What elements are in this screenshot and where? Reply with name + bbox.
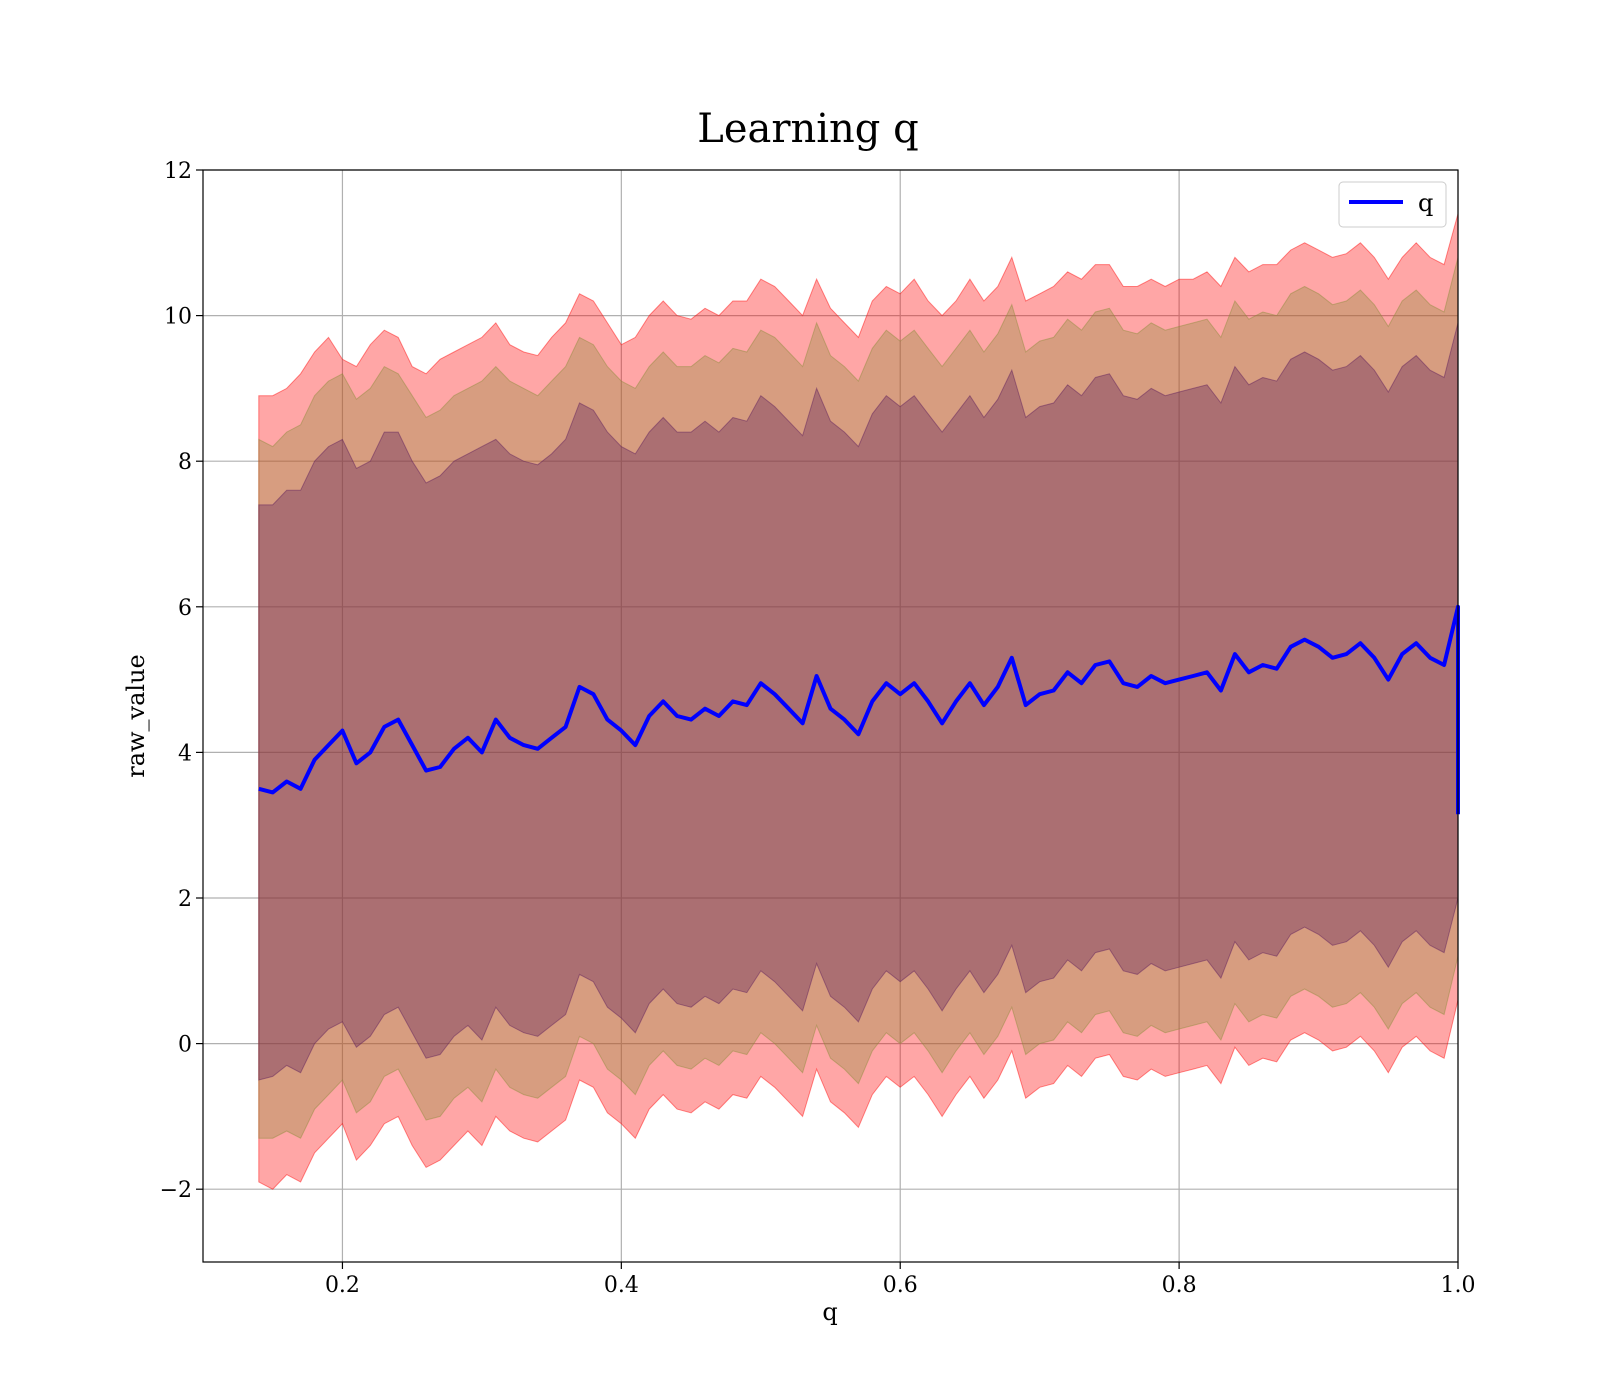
x-tick-label: 0.6 — [883, 1273, 918, 1298]
x-tick-label: 1.0 — [1441, 1273, 1476, 1298]
legend-box — [1338, 181, 1447, 228]
y-tick-label: 10 — [164, 305, 192, 330]
legend-label-q: q — [1418, 189, 1433, 217]
y-tick-label: 6 — [178, 596, 192, 621]
y-axis-label: raw_value — [122, 654, 150, 778]
y-tick-label: 2 — [178, 887, 192, 912]
x-tick-label: 0.8 — [1162, 1273, 1197, 1298]
x-ticks: 0.2 0.4 0.6 0.8 1.0 — [325, 1262, 1476, 1298]
grid — [203, 169, 1459, 1262]
y-tick-label: 12 — [164, 159, 192, 184]
x-tick-label: 0.2 — [325, 1273, 360, 1298]
y-tick-label: 4 — [178, 741, 192, 766]
plot-frame — [202, 169, 1459, 1263]
chart-title: Learning q — [697, 106, 918, 152]
bands — [258, 213, 1459, 1204]
legend: q — [1338, 181, 1447, 228]
y-tick-label: 8 — [178, 450, 192, 475]
y-tick-label: −2 — [160, 1178, 192, 1203]
x-axis-label: q — [822, 1298, 837, 1326]
lines — [258, 604, 1460, 815]
y-tick-label: 0 — [178, 1033, 192, 1058]
y-ticks: −2 0 2 4 6 8 10 12 — [160, 159, 203, 1203]
x-tick-label: 0.4 — [604, 1273, 639, 1298]
series-line-q — [258, 604, 1460, 815]
